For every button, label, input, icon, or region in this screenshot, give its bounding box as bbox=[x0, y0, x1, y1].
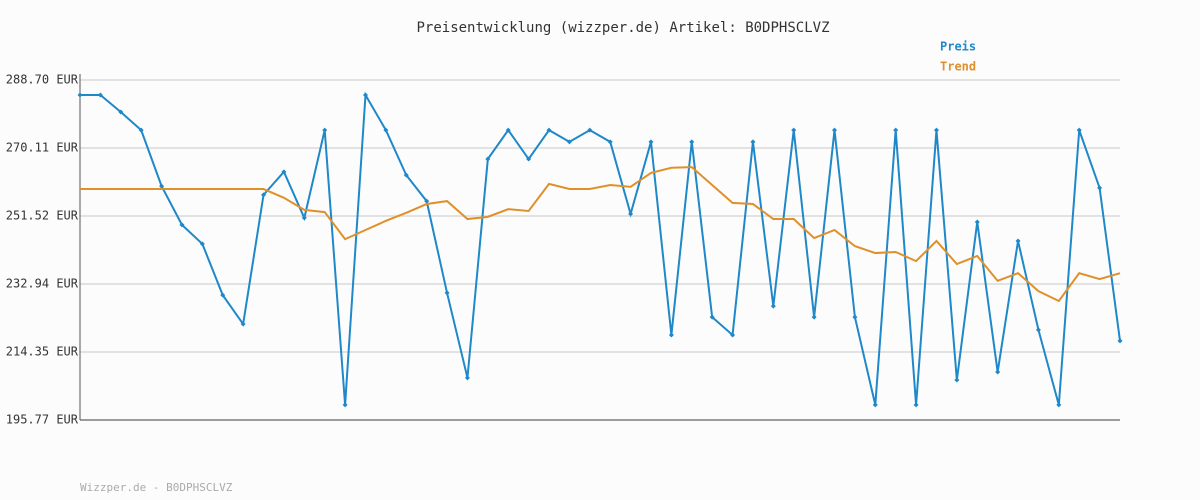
point bbox=[791, 127, 797, 133]
y-tick-label: 288.70 EUR bbox=[6, 73, 79, 87]
point bbox=[1097, 185, 1103, 191]
chart-title: Preisentwicklung (wizzper.de) Artikel: B… bbox=[416, 20, 829, 36]
point bbox=[668, 332, 674, 338]
point bbox=[566, 139, 572, 145]
point bbox=[1035, 327, 1041, 333]
point bbox=[709, 314, 715, 320]
point bbox=[974, 219, 980, 225]
legend-label: Trend bbox=[940, 60, 976, 74]
legend-label: Preis bbox=[940, 40, 976, 54]
point bbox=[281, 169, 287, 175]
series-line bbox=[80, 166, 1121, 303]
y-tick-label: 232.94 EUR bbox=[6, 277, 79, 291]
point bbox=[301, 215, 307, 221]
point bbox=[220, 292, 226, 298]
point bbox=[933, 127, 939, 133]
point bbox=[832, 127, 838, 133]
point bbox=[159, 183, 165, 189]
series-line bbox=[80, 91, 1121, 406]
point bbox=[730, 332, 736, 338]
point bbox=[118, 109, 124, 115]
point bbox=[1117, 338, 1123, 344]
point bbox=[546, 127, 552, 133]
point bbox=[464, 375, 470, 381]
point bbox=[1015, 238, 1021, 244]
point bbox=[852, 314, 858, 320]
point bbox=[97, 92, 103, 98]
point bbox=[342, 402, 348, 408]
point bbox=[261, 192, 267, 198]
point bbox=[322, 127, 328, 133]
point bbox=[587, 127, 593, 133]
point bbox=[954, 377, 960, 383]
footer: Wizzper.de - B0DPHSCLVZ bbox=[80, 481, 233, 494]
point bbox=[383, 127, 389, 133]
y-tick-label: 214.35 EUR bbox=[6, 345, 79, 359]
point bbox=[424, 198, 430, 204]
point bbox=[607, 139, 613, 145]
point bbox=[526, 156, 532, 162]
point bbox=[199, 241, 205, 247]
point bbox=[893, 127, 899, 133]
point bbox=[505, 127, 511, 133]
point bbox=[872, 402, 878, 408]
y-tick-label: 195.77 EUR bbox=[6, 413, 79, 427]
y-tick-label: 251.52 EUR bbox=[6, 209, 79, 223]
point bbox=[1076, 127, 1082, 133]
point bbox=[444, 290, 450, 296]
point bbox=[770, 303, 776, 309]
y-tick-label: 270.11 EUR bbox=[6, 141, 79, 155]
point bbox=[628, 211, 634, 217]
point bbox=[485, 156, 491, 162]
point bbox=[913, 402, 919, 408]
point bbox=[811, 314, 817, 320]
point bbox=[995, 369, 1001, 375]
point bbox=[138, 127, 144, 133]
point bbox=[240, 321, 246, 327]
point bbox=[689, 139, 695, 145]
point bbox=[77, 92, 83, 98]
point bbox=[648, 139, 654, 145]
point bbox=[362, 92, 368, 98]
point bbox=[403, 172, 409, 178]
point bbox=[750, 139, 756, 145]
point bbox=[179, 222, 185, 228]
point bbox=[1056, 402, 1062, 408]
